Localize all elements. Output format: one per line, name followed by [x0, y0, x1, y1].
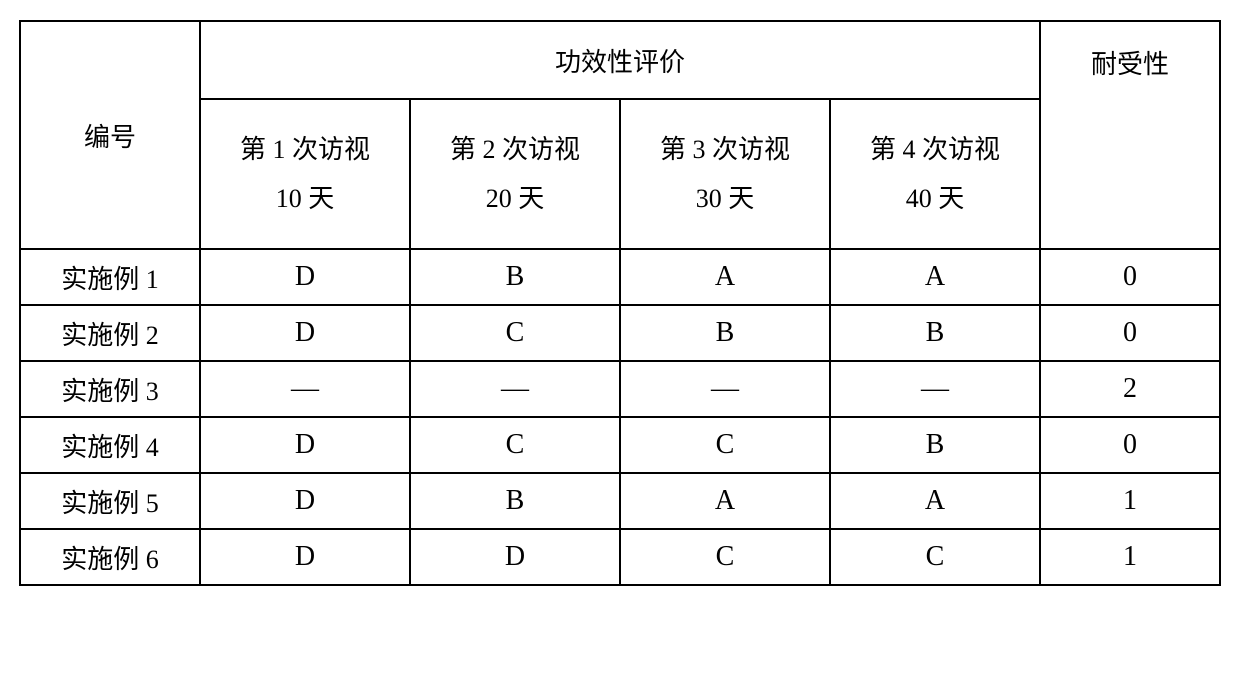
- cell-id: 实施例 5: [20, 473, 200, 529]
- cell-v1: D: [200, 473, 410, 529]
- table-row: 实施例 1 D B A A 0: [20, 249, 1220, 305]
- cell-id: 实施例 1: [20, 249, 200, 305]
- col-header-visit-3: 第 3 次访视 30 天: [620, 99, 830, 249]
- cell-v2: C: [410, 417, 620, 473]
- cell-id: 实施例 4: [20, 417, 200, 473]
- cell-tol: 0: [1040, 249, 1220, 305]
- cell-id: 实施例 6: [20, 529, 200, 585]
- col-header-tolerance: 耐受性: [1040, 21, 1220, 249]
- cell-v3: A: [620, 473, 830, 529]
- cell-v3: C: [620, 417, 830, 473]
- cell-v1: D: [200, 529, 410, 585]
- cell-v4: C: [830, 529, 1040, 585]
- cell-tol: 1: [1040, 473, 1220, 529]
- table-row: 实施例 5 D B A A 1: [20, 473, 1220, 529]
- cell-tol: 2: [1040, 361, 1220, 417]
- cell-tol: 0: [1040, 417, 1220, 473]
- cell-v1: D: [200, 249, 410, 305]
- cell-v2: B: [410, 473, 620, 529]
- table-body: 实施例 1 D B A A 0 实施例 2 D C B B 0 实施例 3 — …: [20, 249, 1220, 585]
- col-header-visit-4: 第 4 次访视 40 天: [830, 99, 1040, 249]
- visit-4-line2: 40 天: [831, 174, 1039, 223]
- cell-v3: B: [620, 305, 830, 361]
- visit-2-line2: 20 天: [411, 174, 619, 223]
- table-row: 实施例 3 — — — — 2: [20, 361, 1220, 417]
- cell-v4: A: [830, 473, 1040, 529]
- table-row: 实施例 4 D C C B 0: [20, 417, 1220, 473]
- cell-v2: D: [410, 529, 620, 585]
- cell-v3: C: [620, 529, 830, 585]
- cell-v4: B: [830, 417, 1040, 473]
- cell-v1: D: [200, 417, 410, 473]
- col-header-efficacy: 功效性评价: [200, 21, 1040, 99]
- cell-v4: A: [830, 249, 1040, 305]
- cell-v4: —: [830, 361, 1040, 417]
- cell-v2: C: [410, 305, 620, 361]
- cell-v1: —: [200, 361, 410, 417]
- cell-id: 实施例 2: [20, 305, 200, 361]
- cell-v2: —: [410, 361, 620, 417]
- cell-tol: 1: [1040, 529, 1220, 585]
- col-header-visit-1: 第 1 次访视 10 天: [200, 99, 410, 249]
- table-row: 实施例 2 D C B B 0: [20, 305, 1220, 361]
- cell-tol: 0: [1040, 305, 1220, 361]
- col-header-id: 编号: [20, 21, 200, 249]
- table-header: 编号 功效性评价 耐受性 第 1 次访视 10 天 第 2 次访视 20 天 第…: [20, 21, 1220, 249]
- cell-v3: —: [620, 361, 830, 417]
- visit-3-line2: 30 天: [621, 174, 829, 223]
- visit-4-line1: 第 4 次访视: [831, 125, 1039, 174]
- visit-1-line1: 第 1 次访视: [201, 125, 409, 174]
- visit-3-line1: 第 3 次访视: [621, 125, 829, 174]
- table-row: 实施例 6 D D C C 1: [20, 529, 1220, 585]
- visit-2-line1: 第 2 次访视: [411, 125, 619, 174]
- cell-id: 实施例 3: [20, 361, 200, 417]
- cell-v1: D: [200, 305, 410, 361]
- cell-v4: B: [830, 305, 1040, 361]
- efficacy-tolerance-table: 编号 功效性评价 耐受性 第 1 次访视 10 天 第 2 次访视 20 天 第…: [19, 20, 1221, 586]
- col-header-visit-2: 第 2 次访视 20 天: [410, 99, 620, 249]
- cell-v2: B: [410, 249, 620, 305]
- visit-1-line2: 10 天: [201, 174, 409, 223]
- cell-v3: A: [620, 249, 830, 305]
